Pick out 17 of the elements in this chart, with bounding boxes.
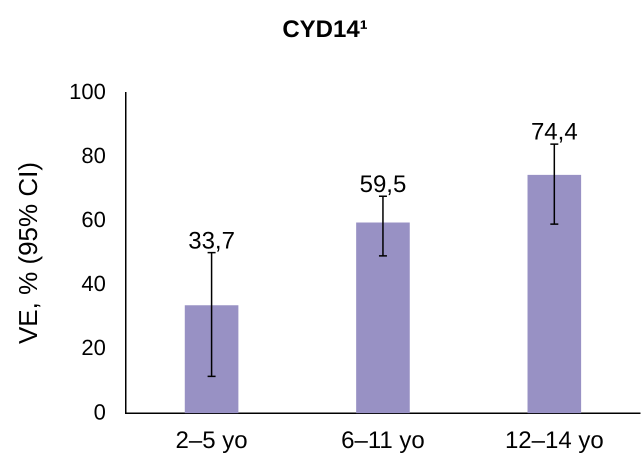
data-label: 33,7 bbox=[188, 227, 235, 254]
y-tick-label: 20 bbox=[81, 335, 106, 360]
y-tick-label: 60 bbox=[81, 207, 106, 232]
chart-title: CYD14¹ bbox=[282, 16, 368, 44]
y-tick-label: 0 bbox=[94, 399, 106, 424]
x-tick-label: 2–5 yo bbox=[176, 427, 248, 454]
y-tick-label: 100 bbox=[69, 78, 106, 104]
bar bbox=[356, 222, 410, 414]
x-tick-label: 6–11 yo bbox=[341, 427, 425, 454]
x-tick-label: 12–14 yo bbox=[504, 427, 604, 454]
data-label: 59,5 bbox=[360, 170, 406, 198]
data-label: 74,4 bbox=[530, 118, 578, 146]
bar bbox=[184, 305, 238, 414]
y-axis-title: VE, % (95% CI) bbox=[12, 162, 43, 344]
bar bbox=[528, 174, 582, 414]
y-tick-label: 40 bbox=[81, 271, 106, 296]
y-tick-label: 80 bbox=[81, 142, 106, 168]
